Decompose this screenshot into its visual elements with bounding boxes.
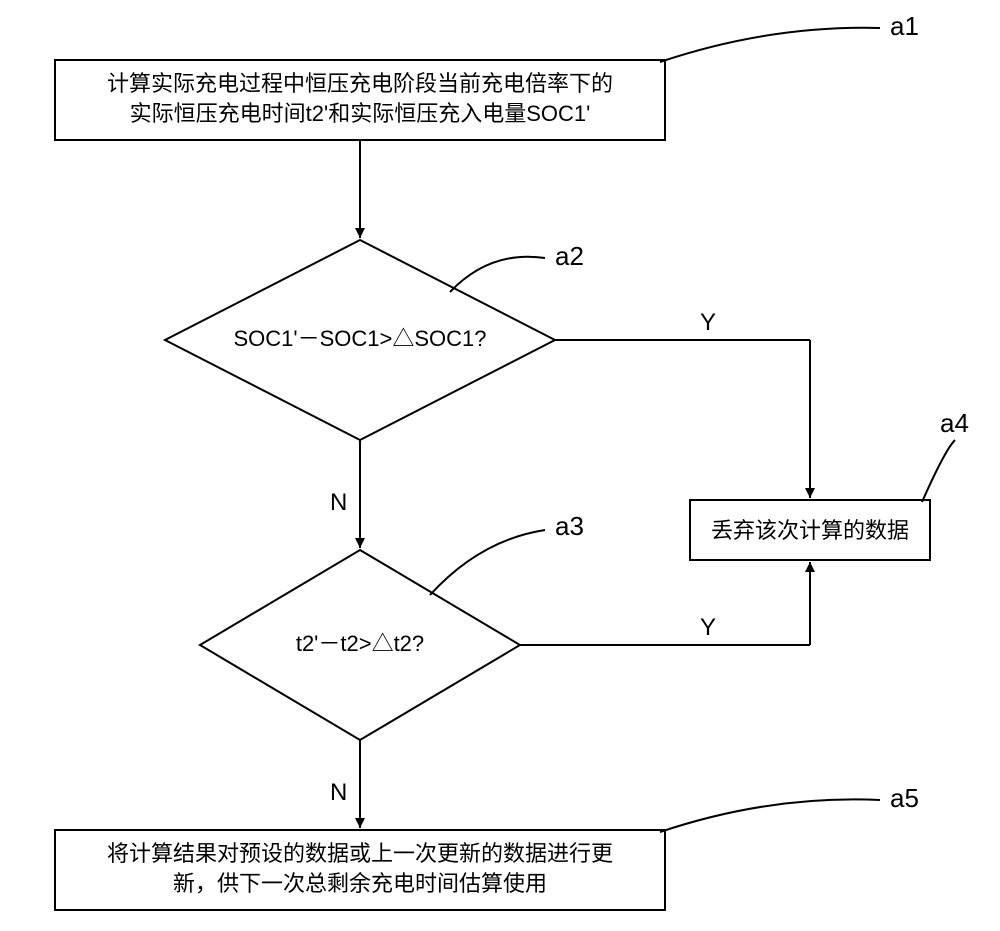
node-a2-text: SOC1'－SOC1>△SOC1? (233, 326, 486, 351)
edge-a2-a3-label: N (330, 489, 347, 516)
node-a1: 计算实际充电过程中恒压充电阶段当前充电倍率下的 实际恒压充电时间t2'和实际恒压… (55, 60, 665, 140)
node-a4: 丢弃该次计算的数据 (690, 500, 930, 560)
label-a3: a3 (555, 511, 584, 541)
label-a4: a4 (940, 408, 969, 438)
leader-a3 (430, 530, 545, 595)
edge-a3-a4-label: Y (700, 614, 716, 641)
label-a5: a5 (890, 783, 919, 813)
node-a2: SOC1'－SOC1>△SOC1? (165, 240, 555, 440)
flowchart-canvas: 计算实际充电过程中恒压充电阶段当前充电倍率下的 实际恒压充电时间t2'和实际恒压… (0, 0, 1000, 931)
node-a5-line2: 新，供下一次总剩余充电时间估算使用 (173, 871, 547, 896)
label-a2: a2 (555, 241, 584, 271)
leader-a5 (660, 799, 880, 832)
label-a1: a1 (890, 11, 919, 41)
edge-a3-a5: N (330, 740, 360, 828)
edge-a2-a4-label: Y (700, 309, 716, 336)
edge-a2-a3: N (330, 440, 360, 548)
node-a5-line1: 将计算结果对预设的数据或上一次更新的数据进行更 (107, 841, 613, 866)
leader-a1 (660, 28, 880, 62)
leader-a4 (922, 440, 955, 502)
node-a1-line2: 实际恒压充电时间t2'和实际恒压充入电量SOC1' (130, 101, 591, 126)
node-a1-line1: 计算实际充电过程中恒压充电阶段当前充电倍率下的 (107, 71, 613, 96)
node-a3: t2'－t2>△t2? (200, 550, 520, 740)
node-a5: 将计算结果对预设的数据或上一次更新的数据进行更 新，供下一次总剩余充电时间估算使… (55, 830, 665, 910)
node-a4-text: 丢弃该次计算的数据 (711, 518, 909, 543)
edge-a2-a4: Y (555, 309, 810, 498)
edge-a3-a4: Y (520, 562, 810, 645)
edge-a3-a5-label: N (330, 779, 347, 806)
node-a3-text: t2'－t2>△t2? (296, 631, 424, 656)
leader-a2 (450, 257, 545, 292)
